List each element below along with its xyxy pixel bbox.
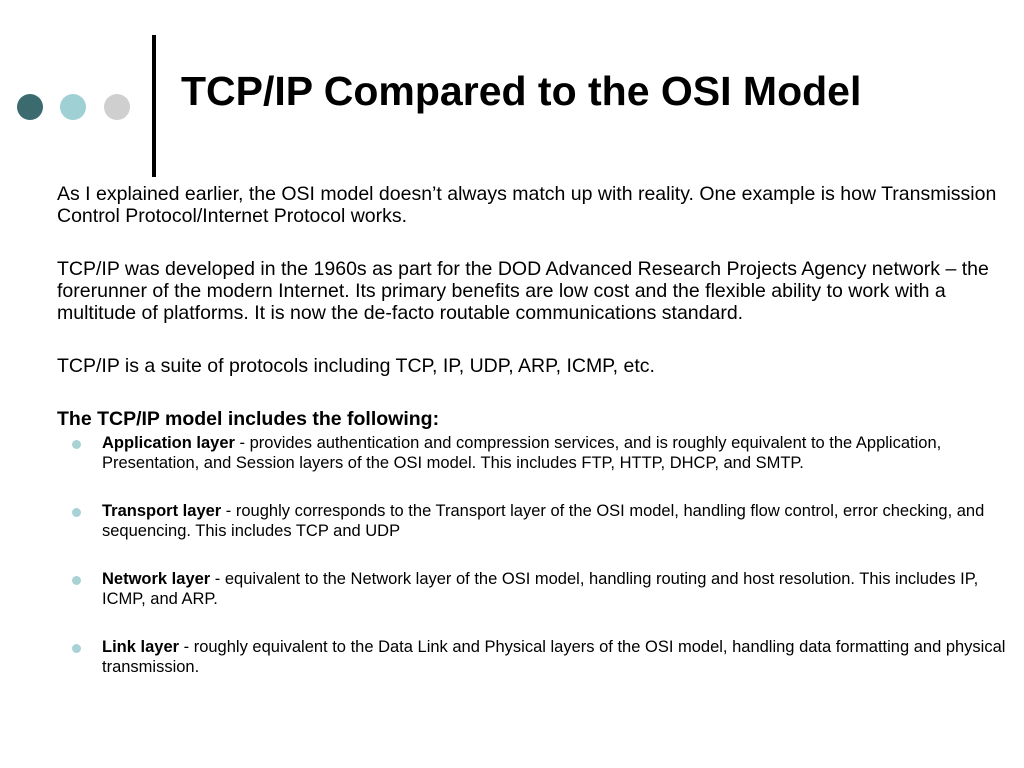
layer-term: Transport layer [102, 502, 222, 520]
intro-paragraph: As I explained earlier, the OSI model do… [57, 183, 997, 227]
layer-term: Application layer [102, 434, 235, 452]
model-list-heading: The TCP/IP model includes the following: [57, 408, 440, 430]
list-item-transport-layer: Transport layer - roughly corresponds to… [57, 502, 1007, 541]
layer-term: Link layer [102, 638, 180, 656]
list-item-link-layer: Link layer - roughly equivalent to the D… [57, 638, 1007, 677]
bullet-icon [72, 576, 81, 585]
bullet-icon [72, 508, 81, 517]
layer-description: - equivalent to the Network layer of the… [102, 570, 979, 608]
layer-description: - roughly corresponds to the Transport l… [102, 502, 985, 540]
history-paragraph: TCP/IP was developed in the 1960s as par… [57, 258, 989, 324]
dark-teal-dot-icon [17, 94, 43, 120]
suite-paragraph: TCP/IP is a suite of protocols including… [57, 355, 655, 377]
list-item-network-layer: Network layer - equivalent to the Networ… [57, 570, 1007, 609]
layer-term: Network layer [102, 570, 211, 588]
title-divider [152, 35, 156, 177]
bullet-icon [72, 644, 81, 653]
layer-description: - provides authentication and compressio… [102, 434, 942, 472]
layer-description: - roughly equivalent to the Data Link an… [102, 638, 1006, 676]
slide-body: As I explained earlier, the OSI model do… [57, 183, 1007, 706]
light-teal-dot-icon [60, 94, 86, 120]
gray-dot-icon [104, 94, 130, 120]
bullet-icon [72, 440, 81, 449]
layer-list: Application layer - provides authenticat… [57, 434, 1007, 677]
slide-title: TCP/IP Compared to the OSI Model [181, 68, 862, 114]
list-item-application-layer: Application layer - provides authenticat… [57, 434, 1007, 473]
